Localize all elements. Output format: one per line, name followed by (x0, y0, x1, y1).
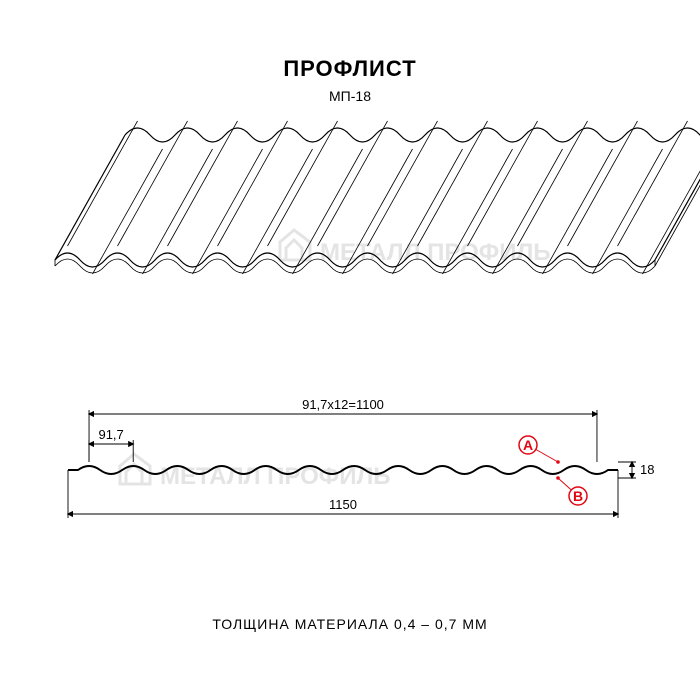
dim-overall: 1150 (329, 497, 357, 512)
dim-pitch: 91,7 (98, 427, 123, 442)
dim-height: 18 (640, 462, 654, 477)
cross-section-diagram: 91,7x12=1100 91,7 1150 18 A B (0, 0, 700, 700)
dim-total-pitch: 91,7x12=1100 (302, 397, 384, 412)
marker-a: A (523, 437, 533, 453)
marker-b: B (573, 488, 583, 504)
footer-text: ТОЛЩИНА МАТЕРИАЛА 0,4 – 0,7 ММ (0, 616, 700, 632)
